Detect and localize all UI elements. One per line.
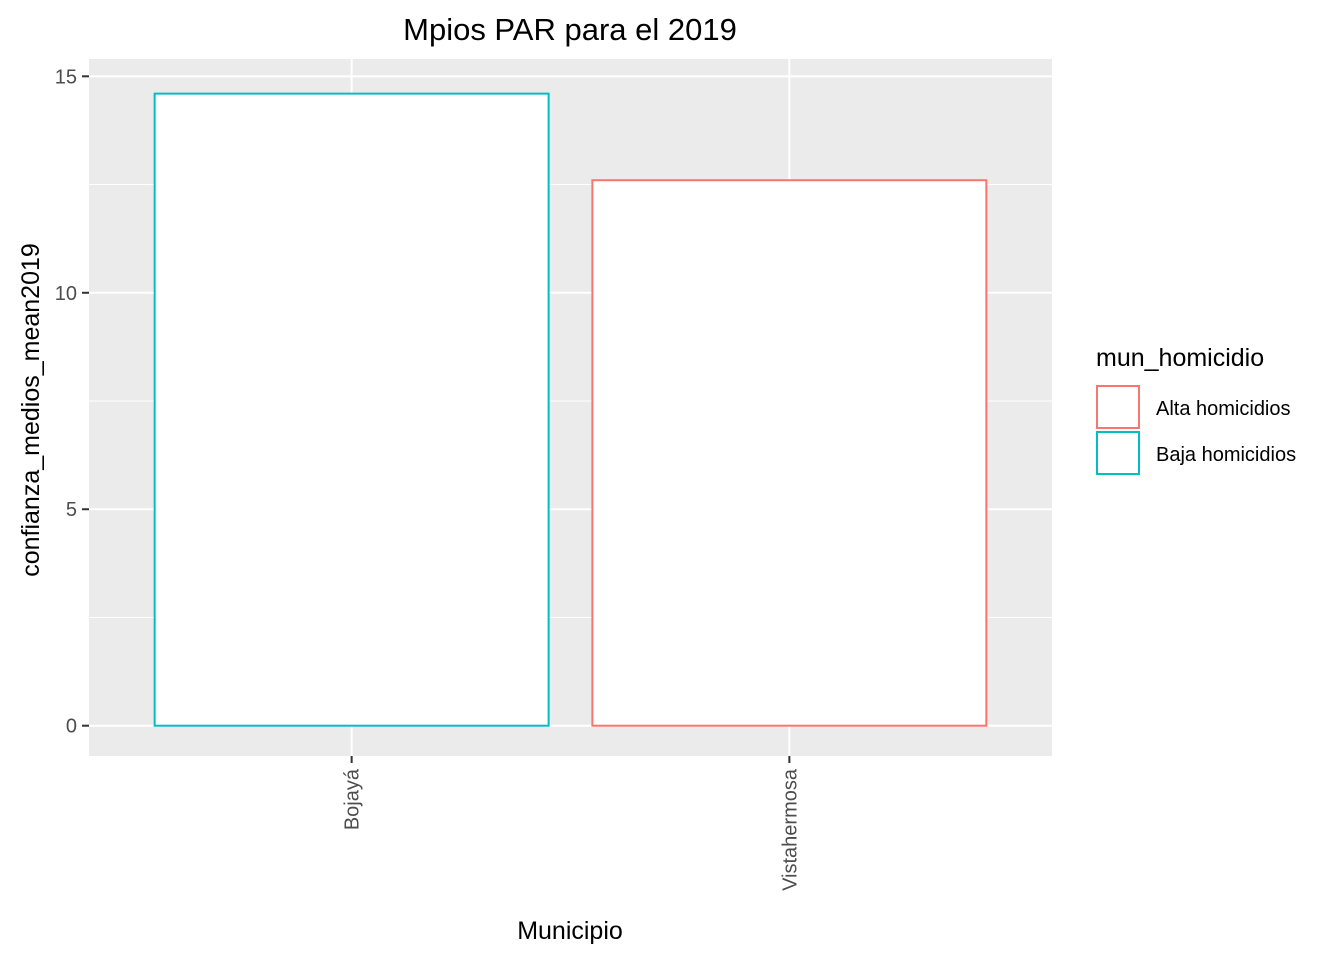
y-axis: 0 5 10 15 xyxy=(55,66,89,738)
y-tick-label: 15 xyxy=(55,66,77,88)
legend: mun_homicidio Alta homicidios Baja homici… xyxy=(1096,344,1296,475)
chart-title: Mpios PAR para el 2019 xyxy=(403,12,737,47)
x-axis: Bojayá Vistahermosa xyxy=(342,756,801,891)
x-tick-label: Vistahermosa xyxy=(779,768,801,891)
legend-title: mun_homicidio xyxy=(1096,344,1264,372)
legend-label: Baja homicidios xyxy=(1156,444,1296,466)
bar xyxy=(591,179,988,727)
x-tick-label: Bojayá xyxy=(342,768,364,830)
y-tick-label: 0 xyxy=(66,716,77,738)
bars xyxy=(153,92,988,727)
legend-item: Alta homicidios xyxy=(1096,385,1291,429)
legend-label: Alta homicidios xyxy=(1156,398,1291,420)
legend-key xyxy=(1096,431,1140,475)
y-axis-title: confianza_medios_mean2019 xyxy=(17,243,45,577)
y-tick-label: 10 xyxy=(55,283,77,305)
y-tick-label: 5 xyxy=(66,499,77,521)
x-axis-title: Municipio xyxy=(517,917,623,945)
legend-item: Baja homicidios xyxy=(1096,431,1296,475)
legend-key xyxy=(1096,385,1140,429)
bar xyxy=(153,92,550,727)
